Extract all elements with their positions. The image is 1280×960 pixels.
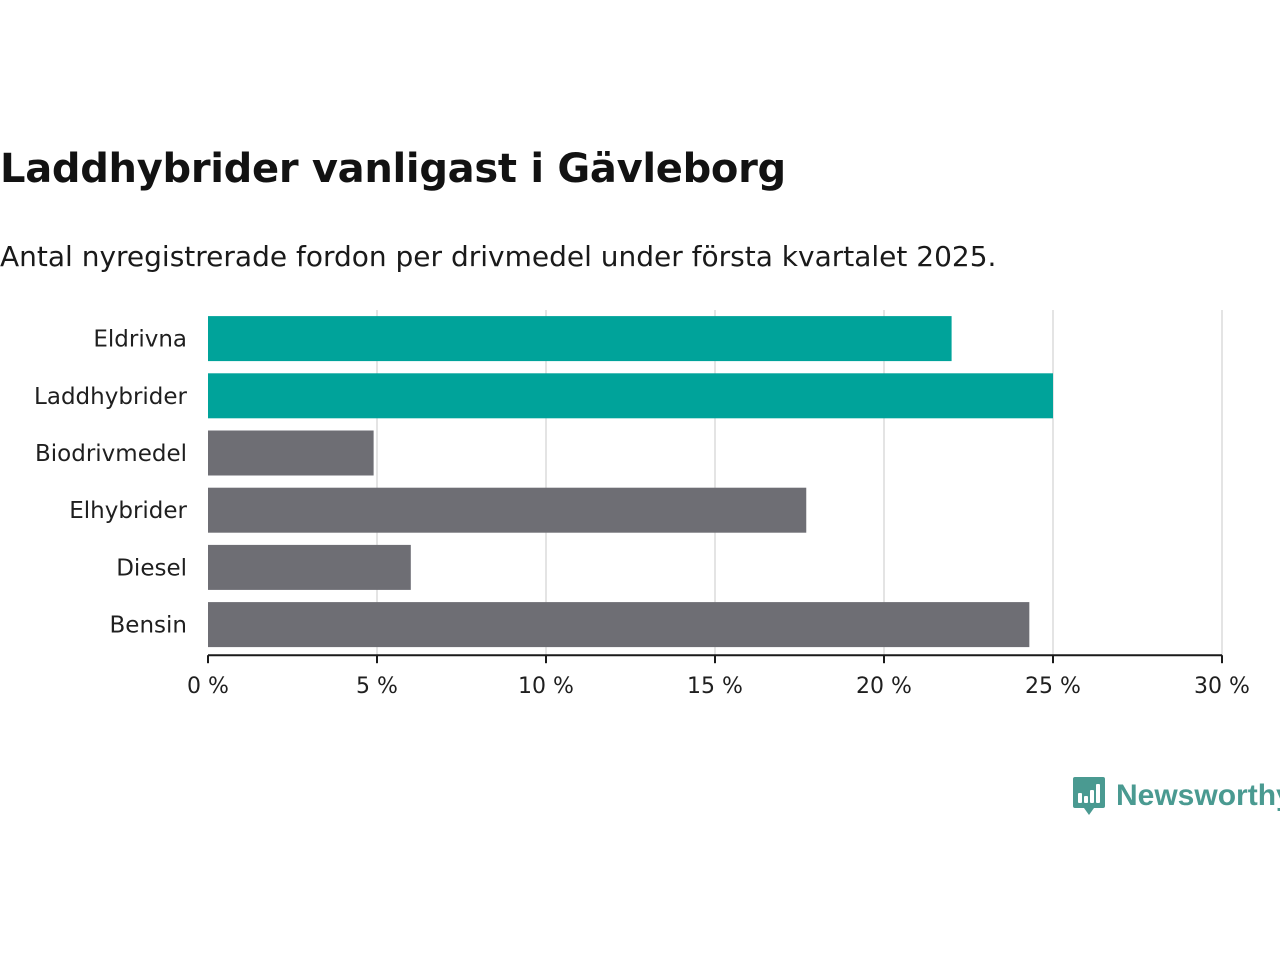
x-tick-label: 15 %: [687, 674, 743, 699]
category-label: Elhybrider: [69, 498, 187, 524]
newsworthy-logo: Newsworthy: [1072, 776, 1280, 816]
category-label: Biodrivmedel: [35, 441, 187, 467]
bar: [208, 373, 1053, 419]
x-tick-label: 5 %: [356, 674, 398, 699]
bar: [208, 430, 374, 476]
bar: [208, 544, 411, 590]
gridlines: [376, 310, 1223, 656]
bar: [208, 316, 952, 362]
x-tick-label: 0 %: [187, 674, 229, 699]
category-label: Bensin: [110, 613, 187, 639]
brand-name: Newsworthy: [1116, 779, 1280, 812]
x-tick-label: 30 %: [1194, 674, 1250, 699]
bar-chart-speech-bubble-icon: [1073, 777, 1105, 815]
category-label: Eldrivna: [93, 327, 187, 353]
x-axis: 0 % 5 % 10 % 15 % 20 % 25 % 30 %: [187, 654, 1250, 699]
x-tick-label: 25 %: [1025, 674, 1081, 699]
bar: [208, 487, 807, 533]
bar: [208, 602, 1030, 648]
bar-chart: Eldrivna Laddhybrider Biodrivmedel Elhybrid…: [34, 310, 1250, 699]
bars: [208, 316, 1053, 648]
chart-subtitle: Antal nyregistrerade fordon per drivmede…: [0, 240, 997, 273]
category-label: Laddhybrider: [34, 384, 187, 410]
category-label: Diesel: [116, 555, 187, 581]
chart-title: Laddhybrider vanligast i Gävleborg: [0, 146, 786, 192]
category-labels: Eldrivna Laddhybrider Biodrivmedel Elhybrid…: [34, 327, 187, 639]
x-tick-label: 10 %: [518, 674, 574, 699]
x-tick-label: 20 %: [856, 674, 912, 699]
